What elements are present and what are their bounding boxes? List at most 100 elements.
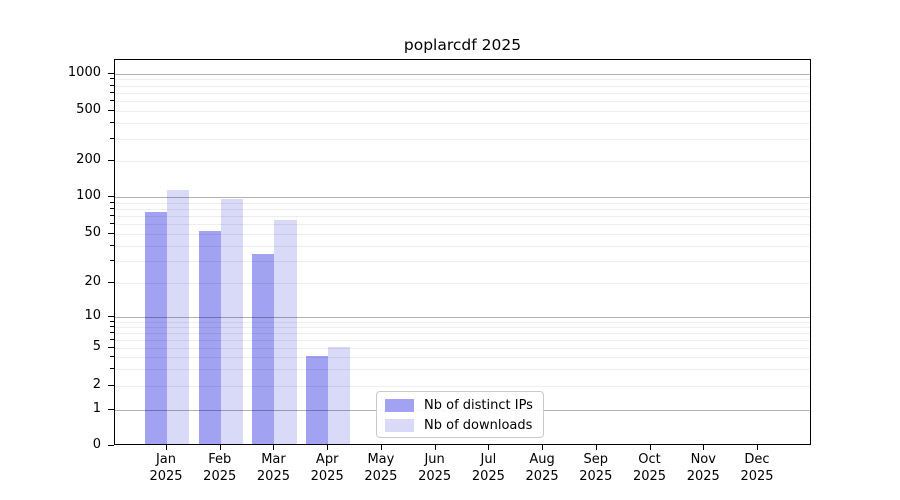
- legend-swatch-downloads: [385, 418, 414, 432]
- y-tick-mark: [108, 316, 114, 317]
- x-tick-label: Aug 2025: [525, 452, 559, 484]
- x-tick-mark: [166, 445, 167, 450]
- y-tick-mark: [108, 445, 114, 446]
- minor-gridline: [115, 111, 810, 112]
- y-tick-label: 2: [92, 377, 101, 392]
- minor-gridline: [115, 283, 810, 284]
- minor-gridline: [115, 92, 810, 94]
- x-tick-label: Jul 2025: [471, 452, 505, 484]
- bar-distinct-ips-feb: [198, 230, 221, 444]
- y-tick-label: 0: [92, 437, 101, 452]
- y-minor-tick-mark: [110, 233, 114, 234]
- y-tick-label: 200: [76, 152, 101, 167]
- y-minor-tick-mark: [110, 122, 114, 124]
- bar-distinct-ips-mar: [252, 253, 275, 444]
- x-tick-label: Mar 2025: [256, 452, 290, 484]
- y-minor-tick-mark: [110, 100, 114, 102]
- legend: Nb of distinct IPs Nb of downloads: [376, 391, 544, 438]
- chart-title: poplarcdf 2025: [403, 36, 522, 54]
- x-tick-mark: [703, 445, 705, 450]
- y-tick-label: 50: [84, 225, 101, 240]
- bar-distinct-ips-jan: [144, 212, 167, 444]
- legend-entry-downloads: Nb of downloads: [385, 417, 533, 433]
- plot-area: [114, 59, 811, 445]
- y-minor-tick-mark: [110, 368, 114, 370]
- x-tick-label: Jun 2025: [418, 452, 452, 484]
- y-minor-tick-mark: [110, 223, 114, 225]
- x-tick-label: Oct 2025: [632, 452, 667, 484]
- major-gridline: [115, 317, 810, 318]
- legend-swatch-distinct-ips: [385, 398, 414, 412]
- minor-gridline: [115, 357, 810, 359]
- y-minor-tick-mark: [110, 215, 114, 217]
- bar-distinct-ips-apr: [305, 356, 329, 444]
- bar-downloads-mar: [274, 219, 297, 444]
- y-tick-mark: [108, 196, 114, 197]
- y-tick-label: 1: [92, 401, 101, 416]
- legend-label-downloads: Nb of downloads: [424, 417, 533, 433]
- x-tick-label: May 2025: [364, 452, 398, 484]
- bar-downloads-feb: [220, 198, 243, 444]
- minor-gridline: [115, 326, 810, 328]
- x-tick-mark: [488, 445, 490, 450]
- x-tick-label: Jan 2025: [149, 452, 183, 484]
- minor-gridline: [115, 386, 810, 387]
- minor-gridline: [115, 369, 810, 371]
- y-minor-tick-mark: [110, 325, 114, 327]
- y-minor-tick-mark: [110, 282, 114, 283]
- minor-gridline: [115, 339, 810, 341]
- y-minor-tick-mark: [110, 320, 114, 322]
- x-tick-label: Nov 2025: [686, 452, 720, 484]
- y-tick-label: 1000: [67, 64, 101, 80]
- x-tick-mark: [595, 445, 597, 450]
- y-tick-label: 500: [76, 102, 101, 117]
- minor-gridline: [115, 224, 810, 226]
- y-minor-tick-mark: [110, 356, 114, 358]
- major-gridline: [115, 197, 810, 198]
- y-minor-tick-mark: [110, 260, 114, 262]
- x-tick-mark: [649, 445, 651, 450]
- x-tick-label: Feb 2025: [203, 452, 237, 484]
- x-tick-mark: [327, 445, 329, 450]
- minor-gridline: [115, 79, 810, 81]
- minor-gridline: [115, 234, 810, 235]
- bar-downloads-apr: [328, 347, 351, 444]
- y-tick-label: 5: [92, 339, 101, 354]
- legend-entry-distinct-ips: Nb of distinct IPs: [385, 397, 533, 413]
- legend-label-distinct-ips: Nb of distinct IPs: [424, 397, 533, 413]
- x-tick-mark: [219, 445, 221, 450]
- minor-gridline: [115, 208, 810, 210]
- x-tick-mark: [380, 445, 382, 450]
- y-minor-tick-mark: [110, 78, 114, 80]
- x-tick-label: Apr 2025: [310, 452, 344, 484]
- x-tick-label: Dec 2025: [740, 452, 774, 484]
- major-gridline: [115, 73, 810, 75]
- minor-gridline: [115, 348, 810, 349]
- minor-gridline: [115, 85, 810, 87]
- y-minor-tick-mark: [110, 347, 114, 348]
- x-tick-mark: [542, 445, 544, 450]
- minor-gridline: [115, 216, 810, 218]
- y-minor-tick-mark: [110, 207, 114, 209]
- y-tick-mark: [108, 409, 114, 410]
- minor-gridline: [115, 101, 810, 103]
- y-minor-tick-mark: [110, 160, 114, 161]
- x-tick-mark: [434, 445, 436, 450]
- minor-gridline: [115, 245, 810, 247]
- minor-gridline: [115, 261, 810, 263]
- x-tick-label: Sep 2025: [579, 452, 613, 484]
- y-minor-tick-mark: [110, 331, 114, 333]
- minor-gridline: [115, 138, 810, 140]
- minor-gridline: [115, 321, 810, 323]
- y-minor-tick-mark: [110, 91, 114, 93]
- bar-downloads-jan: [167, 190, 190, 444]
- y-minor-tick-mark: [110, 201, 114, 203]
- minor-gridline: [115, 161, 810, 162]
- y-tick-mark: [108, 72, 114, 74]
- y-minor-tick-mark: [110, 110, 114, 111]
- y-minor-tick-mark: [110, 385, 114, 386]
- y-minor-tick-mark: [110, 137, 114, 139]
- x-tick-mark: [756, 445, 758, 450]
- y-minor-tick-mark: [110, 244, 114, 246]
